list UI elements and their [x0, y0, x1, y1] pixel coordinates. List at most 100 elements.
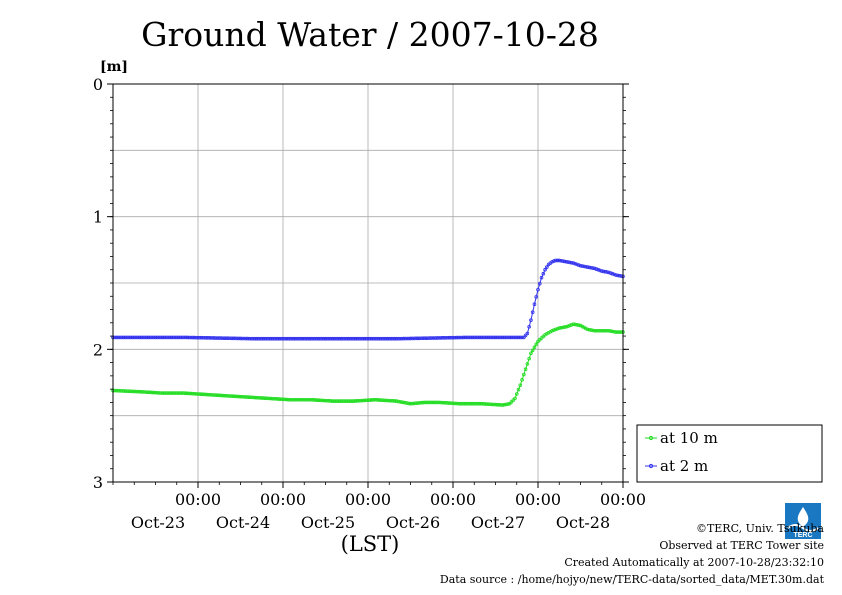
data-point: [153, 335, 158, 340]
data-point: [481, 335, 485, 340]
data-point: [157, 391, 161, 395]
data-point: [173, 335, 177, 340]
data-point: [135, 389, 140, 394]
data-point: [182, 391, 186, 395]
data-point: [366, 336, 370, 341]
data-point: [219, 336, 223, 340]
data-point: [238, 336, 243, 341]
data-point: [244, 336, 248, 341]
data-point: [536, 287, 540, 292]
data-point: [173, 391, 177, 395]
data-point: [422, 336, 427, 340]
legend-items: at 10 m at 2 m: [645, 429, 718, 475]
x-tick-time-label: 00:00: [260, 490, 306, 509]
data-point: [134, 335, 138, 340]
data-point: [183, 335, 188, 340]
data-point: [557, 258, 562, 263]
data-point: [127, 389, 131, 394]
data-point: [376, 398, 381, 402]
data-point: [470, 401, 475, 406]
legend[interactable]: at 10 m at 2 m: [636, 424, 823, 483]
data-point: [275, 397, 280, 401]
legend-swatch-marker: [648, 435, 654, 441]
data-point: [385, 398, 390, 403]
data-point: [298, 336, 303, 341]
data-point: [571, 261, 576, 265]
data-point: [130, 335, 135, 340]
data-point: [180, 335, 184, 340]
data-point: [481, 402, 485, 406]
data-point: [578, 263, 583, 268]
data-point: [298, 397, 303, 402]
data-point: [235, 394, 239, 399]
data-point: [210, 393, 214, 397]
data-point: [491, 402, 496, 407]
data-point: [491, 335, 496, 340]
data-point: [522, 372, 526, 377]
data-point: [396, 399, 400, 404]
data-point: [500, 335, 505, 340]
data-point: [313, 398, 317, 402]
data-point: [429, 400, 434, 405]
data-point: [174, 335, 179, 340]
data-point: [463, 401, 468, 406]
data-point: [150, 390, 154, 395]
data-point: [360, 398, 365, 403]
data-point: [293, 336, 298, 341]
data-point: [166, 335, 170, 340]
data-point: [339, 399, 344, 403]
data-point: [330, 336, 335, 341]
data-point: [529, 351, 533, 356]
data-point: [475, 401, 480, 406]
data-point: [389, 398, 393, 403]
data-point: [378, 336, 383, 341]
data-point: [288, 397, 292, 402]
data-point: [215, 336, 220, 340]
data-point: [182, 335, 186, 340]
data-point: [180, 391, 184, 395]
chart-title: Ground Water / 2007-10-28: [141, 15, 599, 54]
data-point: [288, 336, 292, 341]
data-point: [502, 402, 507, 407]
data-point: [472, 401, 477, 406]
data-point: [414, 401, 418, 406]
data-point: [403, 400, 407, 405]
data-point: [240, 336, 245, 341]
data-point: [587, 327, 592, 332]
x-tick-date-label: Oct-25: [301, 513, 355, 532]
data-point: [190, 391, 195, 396]
data-point: [291, 397, 296, 402]
data-point: [169, 335, 174, 340]
data-point: [125, 335, 129, 340]
data-point: [268, 336, 273, 341]
data-point: [499, 335, 503, 340]
data-point: [474, 335, 478, 340]
data-point: [224, 393, 229, 398]
data-point: [130, 389, 135, 394]
data-point: [148, 390, 152, 395]
data-point: [259, 336, 264, 341]
data-point: [452, 335, 457, 340]
legend-swatch-marker: [648, 463, 654, 469]
data-point: [607, 270, 611, 275]
data-point: [135, 335, 140, 340]
data-point: [210, 336, 214, 340]
data-point: [314, 398, 319, 402]
data-point: [327, 399, 331, 403]
data-point: [497, 403, 501, 407]
data-point: [302, 336, 307, 341]
y-tick-label: 1: [93, 208, 103, 227]
data-point: [226, 336, 230, 341]
data-point: [382, 398, 386, 403]
data-point: [318, 398, 322, 403]
data-point: [355, 399, 360, 403]
data-point: [364, 398, 369, 403]
data-point: [452, 401, 457, 406]
data-point: [311, 336, 315, 341]
data-point: [518, 383, 523, 387]
data-point: [332, 336, 337, 341]
data-point: [603, 269, 608, 274]
data-point: [151, 390, 156, 395]
data-point: [527, 324, 531, 329]
